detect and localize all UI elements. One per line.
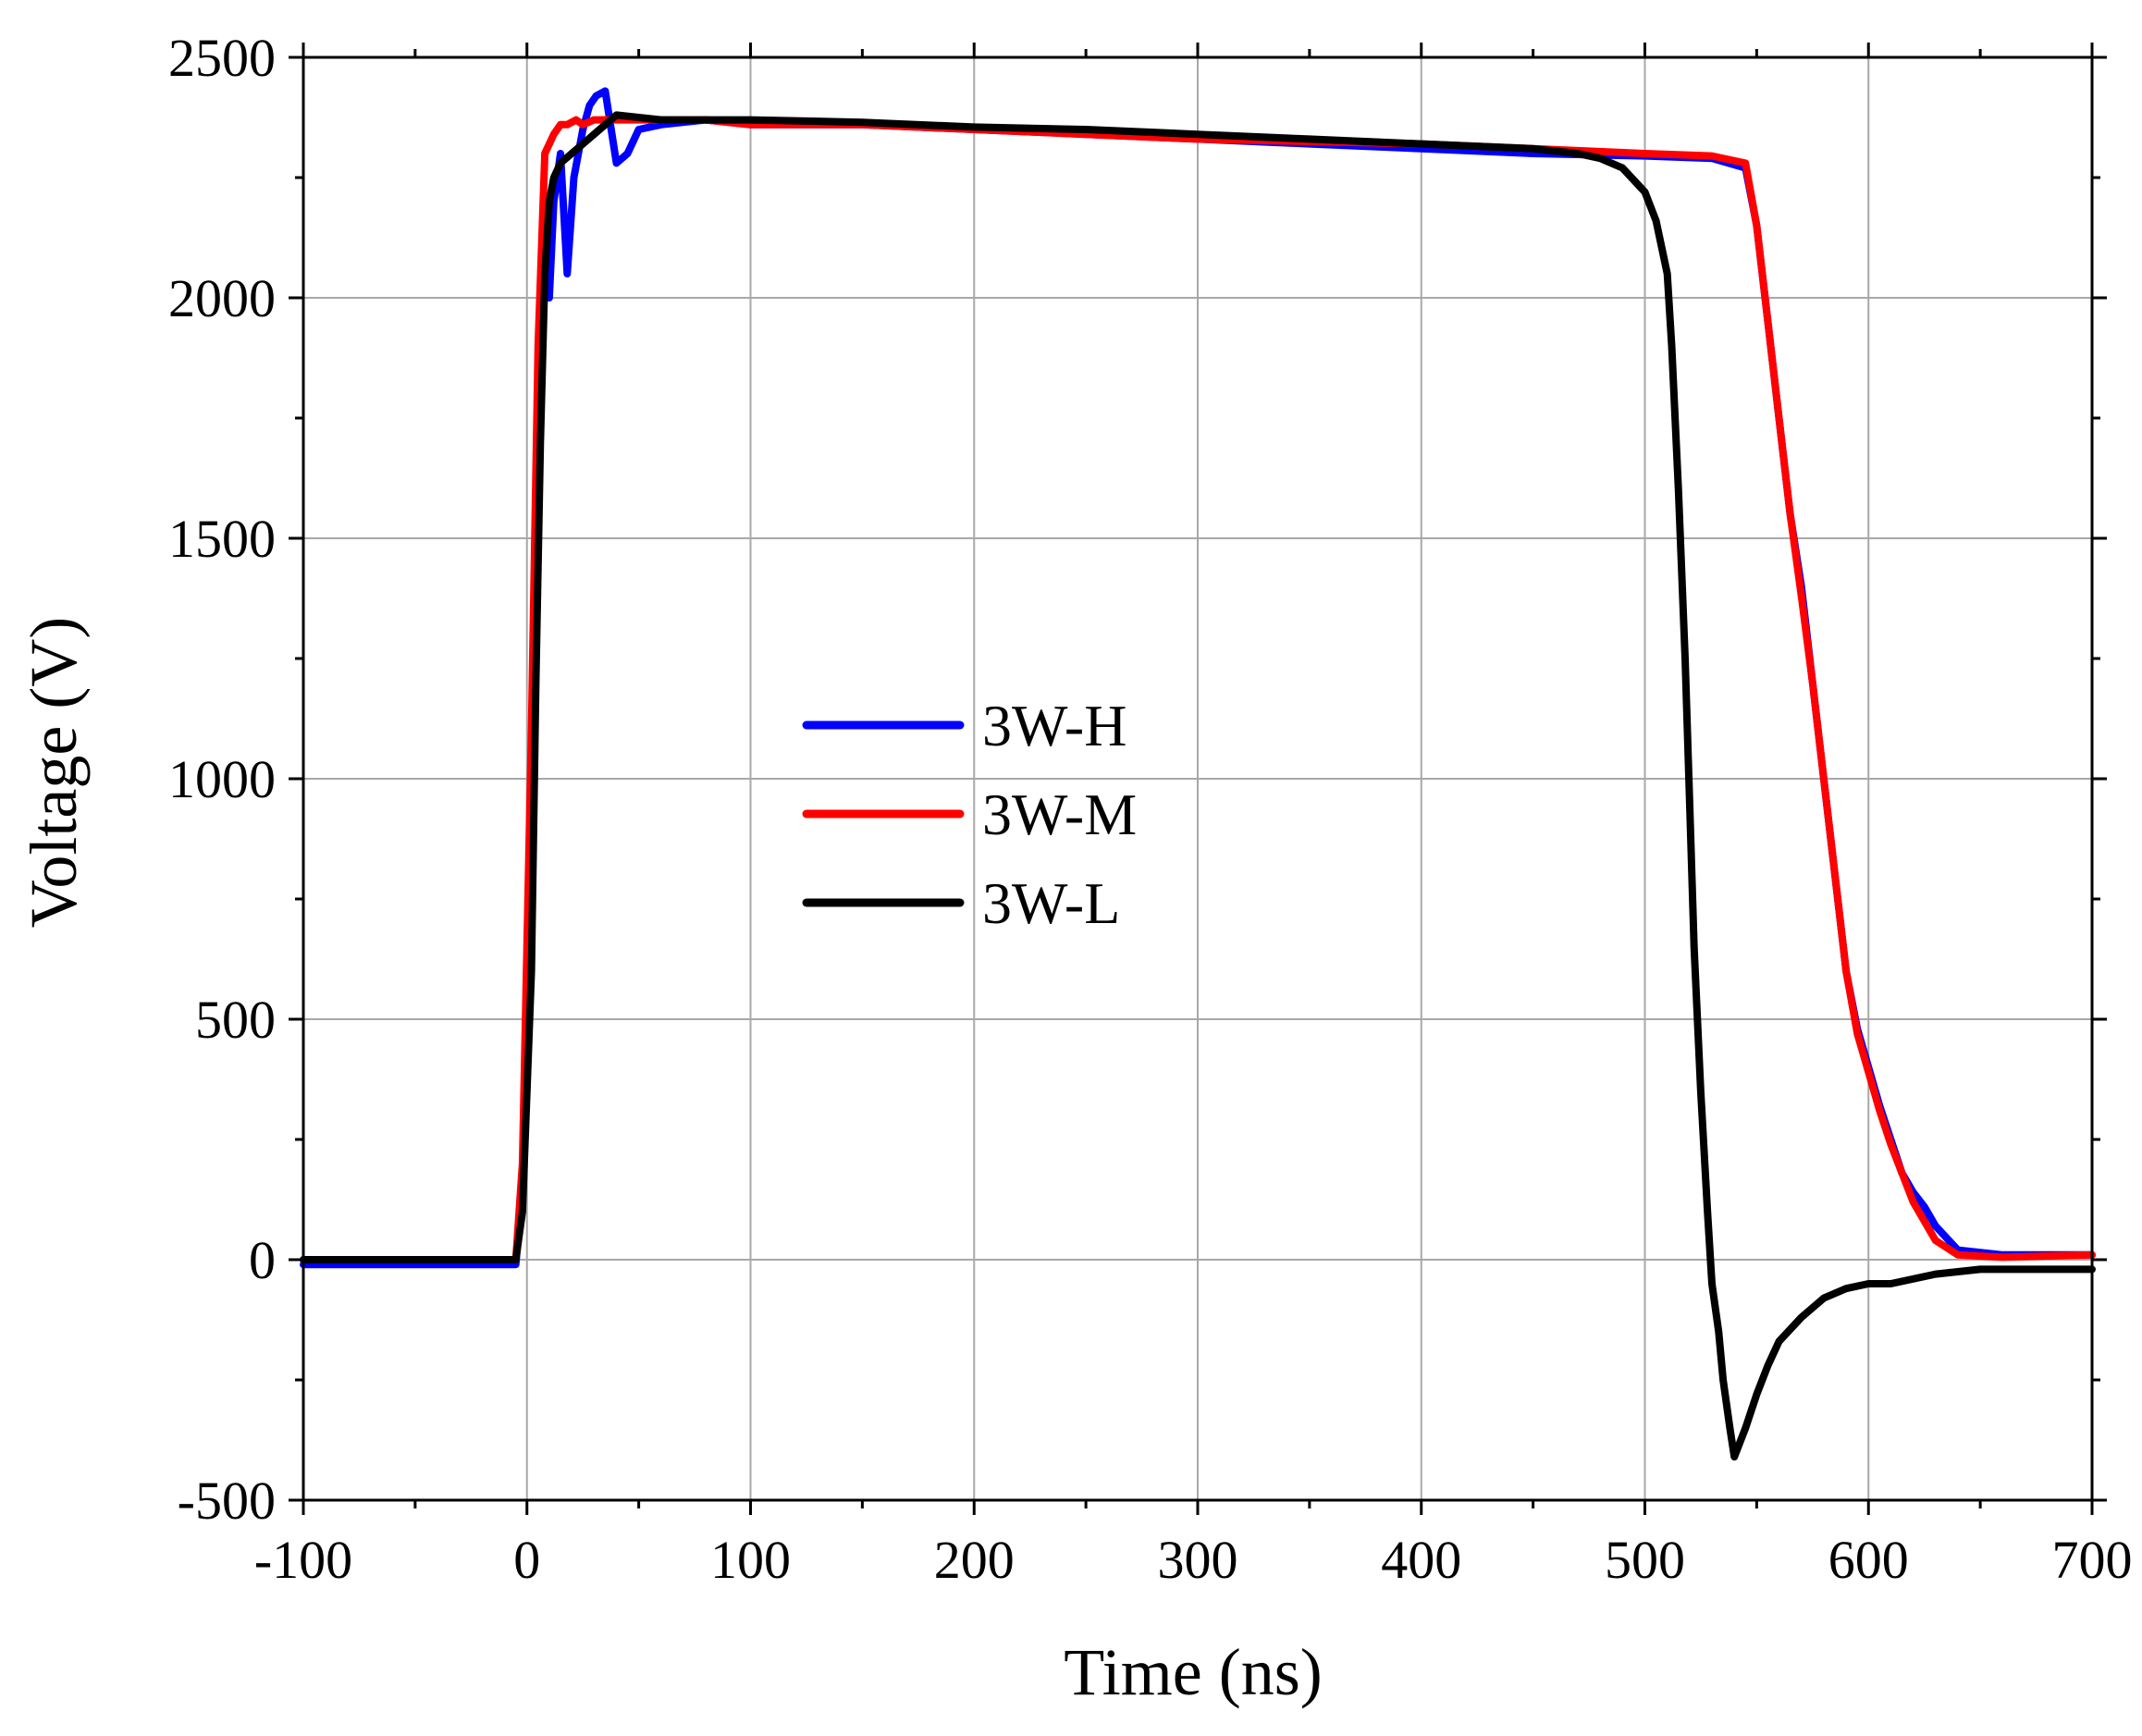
x-axis-title: Time (ns) <box>1064 1635 1322 1709</box>
data-series <box>300 87 2096 1461</box>
x-tick-label: 300 <box>1158 1530 1238 1590</box>
y-axis-title: Voltage (V) <box>17 617 91 929</box>
legend-label-3w-m: 3W-M <box>982 782 1137 847</box>
y-tick-label: 2500 <box>168 28 276 88</box>
y-tick-label: 2000 <box>168 268 276 328</box>
y-tick-label: 1000 <box>168 749 276 809</box>
legend: 3W-H 3W-M 3W-L <box>802 693 1137 936</box>
y-tick-label: 500 <box>195 990 276 1050</box>
tick-labels: -100 0 100 200 300 400 500 600 700 -500 0 500 1000 15… <box>168 28 2133 1590</box>
x-tick-label: 400 <box>1381 1530 1461 1590</box>
series-line-3w-m <box>300 116 2096 1263</box>
y-tick-label: 1500 <box>168 509 276 569</box>
x-tick-label: 0 <box>513 1530 540 1590</box>
x-tick-label: -100 <box>254 1530 352 1590</box>
x-tick-label: 500 <box>1605 1530 1685 1590</box>
y-tick-label: 0 <box>249 1230 276 1290</box>
x-tick-label: 200 <box>934 1530 1015 1590</box>
x-tick-label: 700 <box>2052 1530 2133 1590</box>
x-tick-label: 100 <box>710 1530 791 1590</box>
legend-label-3w-l: 3W-L <box>982 870 1120 936</box>
series-line-3w-l <box>300 111 2096 1461</box>
axis-ticks <box>289 43 2107 1515</box>
x-tick-label: 600 <box>1828 1530 1909 1590</box>
y-tick-label: -500 <box>178 1471 276 1531</box>
legend-label-3w-h: 3W-H <box>982 693 1126 758</box>
